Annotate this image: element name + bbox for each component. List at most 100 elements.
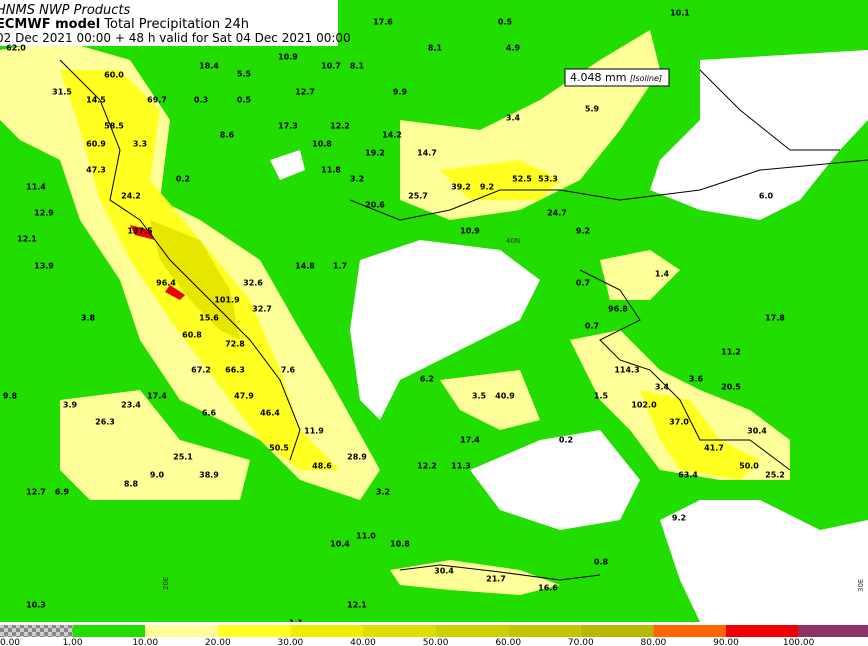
- precip-value: 11.8: [321, 166, 341, 175]
- precip-value: 4.9: [506, 44, 521, 53]
- precip-value: 6.2: [420, 375, 434, 384]
- precip-value: 0.3: [194, 96, 208, 105]
- precip-value: 102.0: [631, 401, 657, 410]
- precip-value: 32.7: [252, 305, 272, 314]
- precip-value: 23.4: [121, 401, 141, 410]
- precip-value: 9.0: [150, 471, 165, 480]
- product-title: HNMS NWP Products: [0, 3, 131, 18]
- precip-value: 1.4: [655, 270, 670, 279]
- precip-value: 10.7: [321, 62, 341, 71]
- precip-value: 17.3: [278, 122, 298, 131]
- coastlines: [59, 59, 868, 581]
- precip-value: 11.3: [451, 462, 471, 471]
- precip-value: 7.6: [281, 366, 296, 375]
- precip-value: 14.2: [382, 131, 402, 140]
- precip-value: 25.2: [765, 471, 785, 480]
- precip-value: 19.2: [365, 149, 385, 158]
- precip-value: 12.2: [330, 122, 350, 131]
- precip-value: 12.2: [417, 462, 437, 471]
- precip-value: 3.3: [133, 140, 147, 149]
- precip-value: 24.7: [547, 209, 567, 218]
- precip-value: 14.5: [86, 96, 106, 105]
- isoline-value: 4.048 mm: [570, 71, 626, 84]
- precip-value: 3.2: [376, 488, 390, 497]
- precip-value: 10.9: [278, 53, 298, 62]
- precip-value: 9.2: [480, 183, 494, 192]
- precip-value: 137.5: [127, 227, 153, 236]
- precip-value: 63.4: [678, 471, 698, 480]
- precip-value: 9.9: [393, 88, 408, 97]
- precip-value: 16.6: [538, 584, 558, 593]
- isoline-box: [564, 68, 670, 87]
- precip-value: 15.6: [199, 314, 219, 323]
- precip-value: 52.5: [512, 175, 532, 184]
- model-line: ECMWF model Total Precipitation 24h: [0, 17, 249, 32]
- precip-value: 17.6: [373, 18, 393, 27]
- precip-value: 5.9: [585, 105, 600, 114]
- precip-value: 0.5: [237, 96, 252, 105]
- precip-value: 60.8: [182, 331, 202, 340]
- colorbar-swatch: [0, 625, 73, 637]
- precip-value: 25.7: [408, 192, 428, 201]
- isoline-label: 4.048 mm [Isoline]: [570, 71, 662, 84]
- precip-value: 114.3: [614, 366, 639, 375]
- colorbar-label: 60.00: [495, 638, 521, 646]
- precip-value: 0.2: [559, 436, 573, 445]
- precip-value: 3.9: [63, 401, 78, 410]
- precip-value: 40.9: [495, 392, 515, 401]
- colorbar-label: 1.00: [63, 638, 83, 646]
- station-values: 17.6 0.5 10.1 62.0 8.1 4.9 10.9 60.0 18.4 5.5 10.7…: [3, 9, 785, 628]
- precip-value: 8.6: [220, 131, 235, 140]
- precip-value: 9.2: [672, 514, 686, 523]
- precip-value: 12.1: [347, 601, 367, 610]
- precip-value: 6.6: [202, 409, 217, 418]
- field-name: Total Precipitation 24h: [103, 17, 249, 32]
- colorbar-swatch: [435, 625, 509, 637]
- colorbar-swatch: [580, 625, 654, 637]
- colorbar-swatch: [290, 625, 363, 637]
- precip-value: 24.2: [121, 192, 141, 201]
- precip-value: 5.5: [237, 70, 252, 79]
- header-box: [0, 0, 338, 46]
- colorbar-swatch: [217, 625, 291, 637]
- precip-value: 1.5: [594, 392, 609, 401]
- precip-value: 0.8: [594, 558, 609, 567]
- precip-value: 47.3: [86, 166, 106, 175]
- precip-value: 62.0: [6, 44, 26, 53]
- colorbar-swatch: [72, 625, 146, 637]
- precip-value: 48.6: [312, 462, 332, 471]
- precip-value: 28.9: [347, 453, 367, 462]
- precip-value: 9.8: [3, 392, 18, 401]
- colorbar-label: 100.00: [783, 638, 815, 646]
- precip-value: 17.4: [460, 436, 480, 445]
- precip-value: 3.5: [472, 392, 487, 401]
- isoline-tag: [Isoline]: [630, 74, 662, 83]
- precip-value: 69.7: [147, 96, 167, 105]
- precip-value: 10.4: [330, 540, 350, 549]
- map-fields: [0, 0, 868, 622]
- colorbar-label: 10.00: [132, 638, 158, 646]
- colorbar-label: 20.00: [205, 638, 231, 646]
- precip-value: 50.5: [269, 444, 289, 453]
- precip-value: 12.7: [295, 88, 315, 97]
- precip-value: 30.4: [747, 427, 767, 436]
- precip-value: 17.8: [765, 314, 785, 323]
- precip-value: 25.1: [173, 453, 193, 462]
- precip-value: 66.3: [225, 366, 245, 375]
- precip-value: 96.8: [608, 305, 628, 314]
- precip-value: 12.7: [26, 488, 46, 497]
- lon-label: 30E: [857, 579, 865, 592]
- precip-value: 14.8: [295, 262, 315, 271]
- colorbar-label: 40.00: [350, 638, 376, 646]
- colorbar-label: 50.00: [423, 638, 449, 646]
- precip-value: 10.1: [670, 9, 690, 18]
- colorbar-swatch: [653, 625, 726, 637]
- precip-value: 11.4: [26, 183, 46, 192]
- precip-value: 53.3: [538, 175, 558, 184]
- colorbar-swatch: [145, 625, 218, 637]
- precip-value: 6.9: [55, 488, 70, 497]
- precip-value: 8.1: [350, 62, 365, 71]
- colorbar-label: 30.00: [278, 638, 304, 646]
- precip-value: 31.5: [52, 88, 72, 97]
- precip-value: 32.6: [243, 279, 263, 288]
